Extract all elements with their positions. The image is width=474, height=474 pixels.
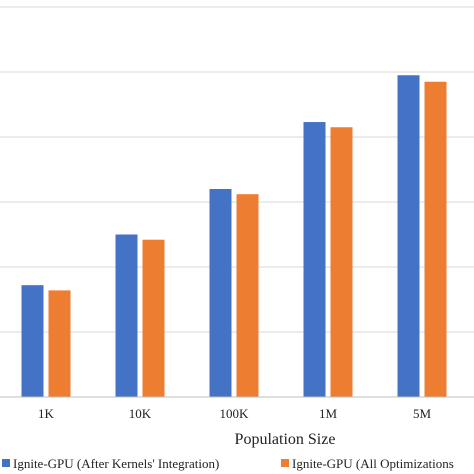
x-tick-label: 100K <box>220 406 250 421</box>
x-tick-label: 1M <box>319 406 338 421</box>
bar-after-kernels-1k <box>21 285 44 397</box>
x-axis-title: Population Size <box>235 431 336 448</box>
bar-after-kernels-10k <box>115 234 138 397</box>
bar-after-kernels-5m <box>397 75 420 397</box>
bars <box>21 75 447 398</box>
bar-all-optimizations-100k <box>236 194 259 397</box>
legend: Ignite-GPU (After Kernels' Integration) I… <box>2 456 454 471</box>
legend-label: Ignite-GPU (After Kernels' Integration) <box>13 456 219 471</box>
x-tick-label: 1K <box>38 406 55 421</box>
bar-all-optimizations-10k <box>142 239 165 397</box>
bar-after-kernels-1m <box>303 122 326 398</box>
x-tick-label: 10K <box>129 406 152 421</box>
bar-all-optimizations-1m <box>330 127 353 397</box>
bar-after-kernels-100k <box>209 189 232 397</box>
bar-all-optimizations-5m <box>424 81 447 397</box>
legend-swatch <box>281 459 289 467</box>
legend-label: Ignite-GPU (All Optimizations <box>292 456 454 471</box>
bar-all-optimizations-1k <box>48 290 71 397</box>
x-tick-label: 5M <box>413 406 432 421</box>
legend-swatch <box>2 459 10 467</box>
x-tick-labels: 1K 10K 100K 1M 5M <box>38 406 431 421</box>
